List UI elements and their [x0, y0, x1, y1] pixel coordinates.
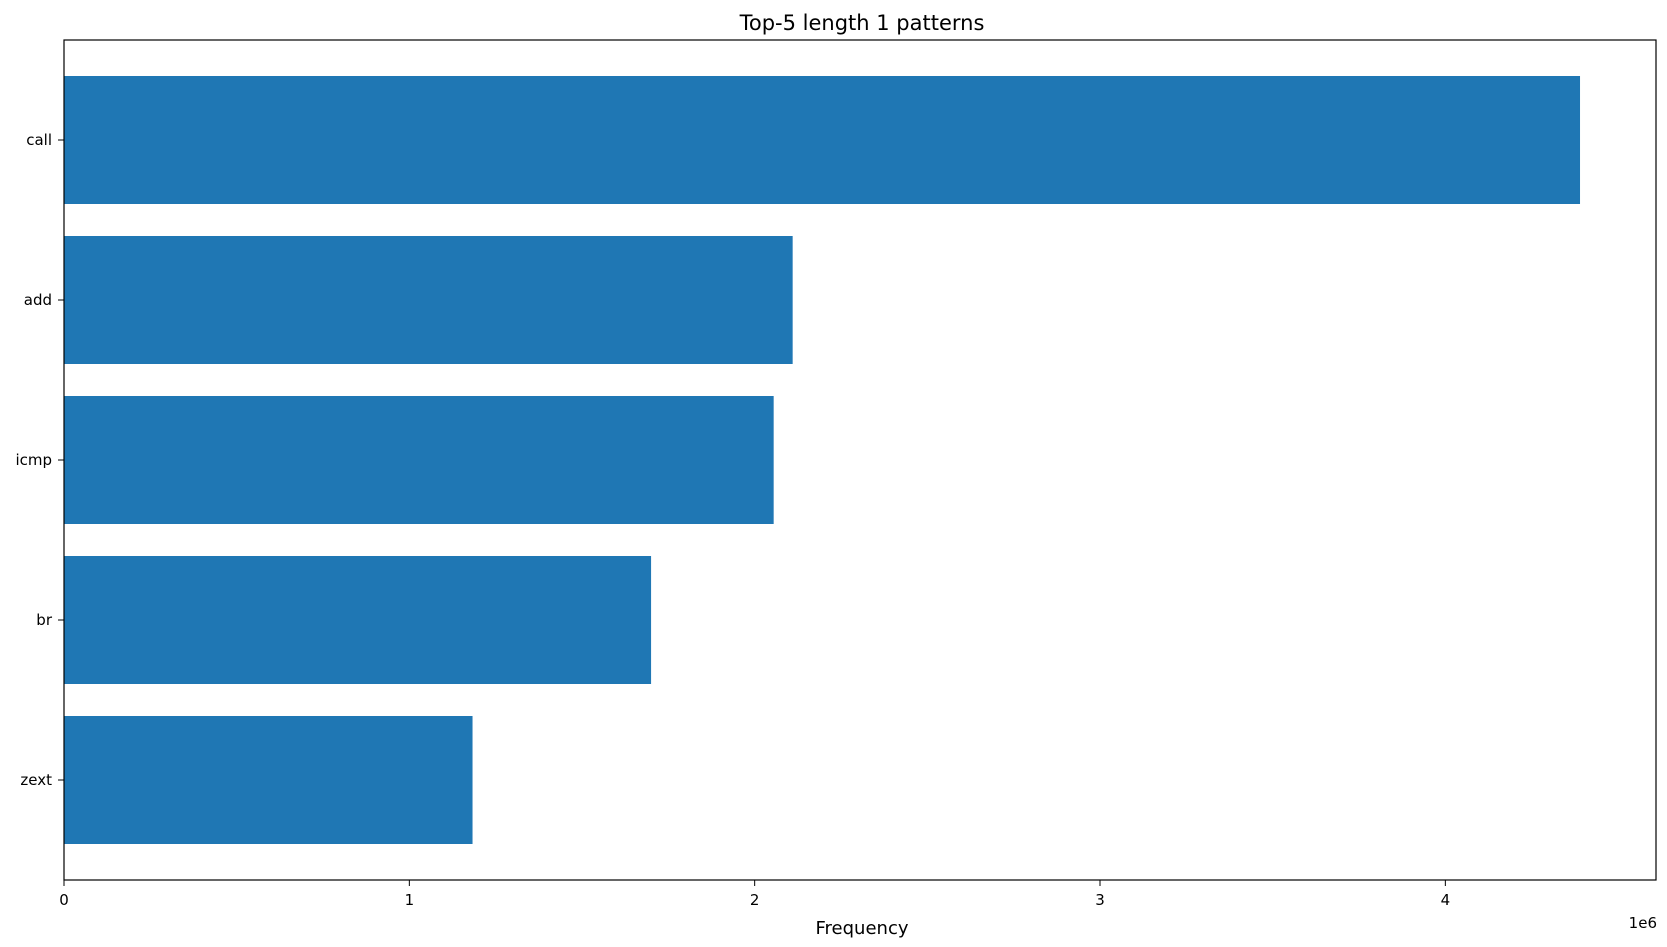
- y-tick-label-br: br: [36, 611, 53, 629]
- x-tick-label: 1: [405, 891, 415, 909]
- y-tick-label-call: call: [26, 131, 52, 149]
- bar-call: [64, 76, 1581, 204]
- x-axis-label: Frequency: [816, 918, 909, 939]
- y-axis-ticks: call add icmp br zext: [15, 131, 64, 789]
- bar-zext: [64, 716, 473, 844]
- x-axis-ticks: 0 1 2 3 4: [59, 880, 1450, 909]
- x-tick-label: 3: [1095, 891, 1105, 909]
- bar-icmp: [64, 396, 774, 524]
- x-axis-offset-label: 1e6: [1629, 914, 1657, 932]
- chart-title: Top-5 length 1 patterns: [739, 11, 985, 35]
- bars-layer: [64, 76, 1581, 844]
- x-tick-label: 2: [750, 891, 760, 909]
- bar-br: [64, 556, 652, 684]
- x-tick-label: 4: [1441, 891, 1451, 909]
- y-tick-label-icmp: icmp: [15, 451, 52, 469]
- y-tick-label-zext: zext: [20, 771, 52, 789]
- y-tick-label-add: add: [24, 291, 52, 309]
- x-tick-label: 0: [59, 891, 69, 909]
- bar-add: [64, 236, 793, 364]
